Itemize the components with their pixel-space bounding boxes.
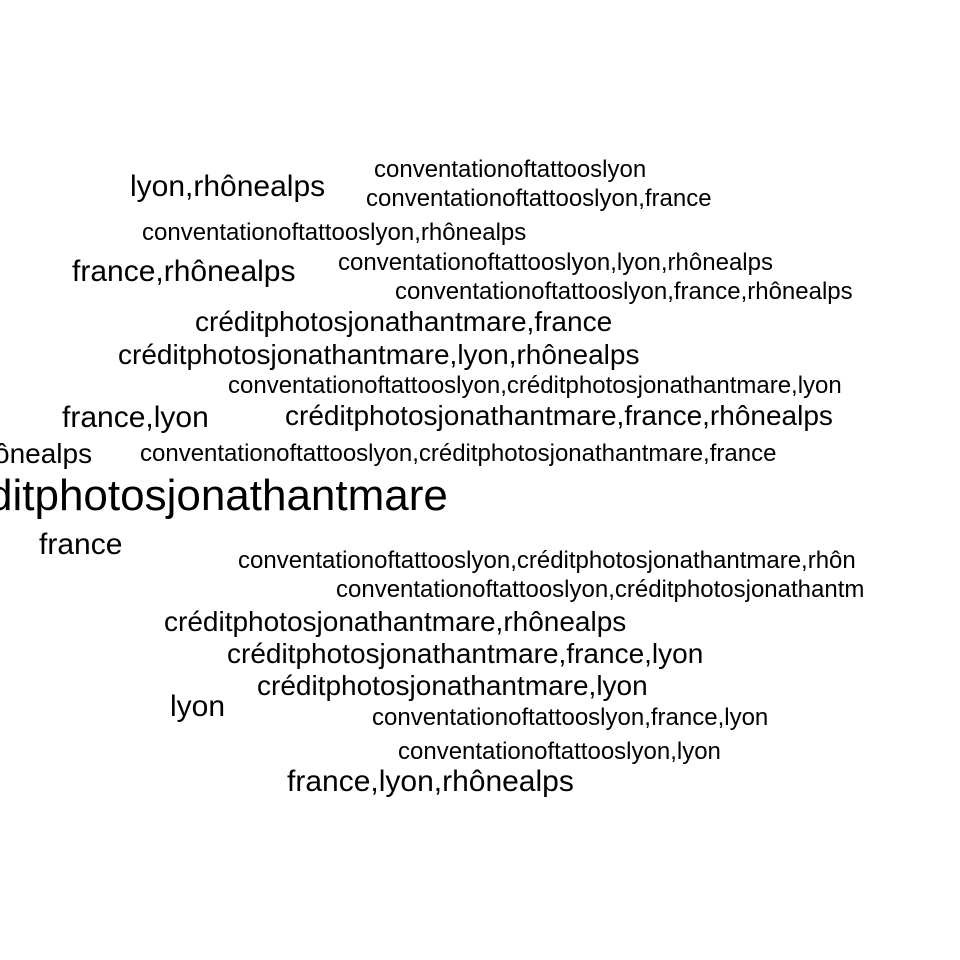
cloud-word: conventationoftattooslyon,france,rhôneal… [395,278,853,305]
cloud-word: créditphotosjonathantmare,lyon [257,670,648,701]
cloud-word: france,lyon,rhônealps [287,765,574,798]
cloud-word: conventationoftattooslyon,france [366,185,712,212]
cloud-word: france [39,528,123,561]
cloud-word: conventationoftattooslyon,lyon,rhônealps [338,249,773,276]
cloud-word: créditphotosjonathantmare,france,rhôneal… [285,400,833,431]
cloud-word: conventationoftattooslyon,créditphotosjo… [228,372,842,399]
cloud-word: conventationoftattooslyon [374,156,647,183]
cloud-word: conventationoftattooslyon,lyon [398,738,721,765]
cloud-word: créditphotosjonathantmare,rhônealps [164,606,627,637]
cloud-word: ditphotosjonathantmare [0,471,448,520]
cloud-word: ônealps [0,438,93,469]
cloud-word: lyon [170,690,226,723]
cloud-word: conventationoftattooslyon,créditphotosjo… [238,547,856,574]
cloud-word: créditphotosjonathantmare,lyon,rhônealps [118,339,640,370]
cloud-word: conventationoftattooslyon,créditphotosjo… [140,440,777,467]
cloud-word: france,lyon [62,401,209,434]
cloud-word: conventationoftattooslyon,rhônealps [142,219,527,246]
cloud-word: conventationoftattooslyon,créditphotosjo… [336,576,865,603]
cloud-word: conventationoftattooslyon,france,lyon [372,704,769,731]
cloud-word: france,rhônealps [72,255,296,288]
cloud-word: lyon,rhônealps [130,170,326,203]
cloud-word: créditphotosjonathantmare,france [195,306,613,337]
cloud-word: créditphotosjonathantmare,france,lyon [227,638,704,669]
